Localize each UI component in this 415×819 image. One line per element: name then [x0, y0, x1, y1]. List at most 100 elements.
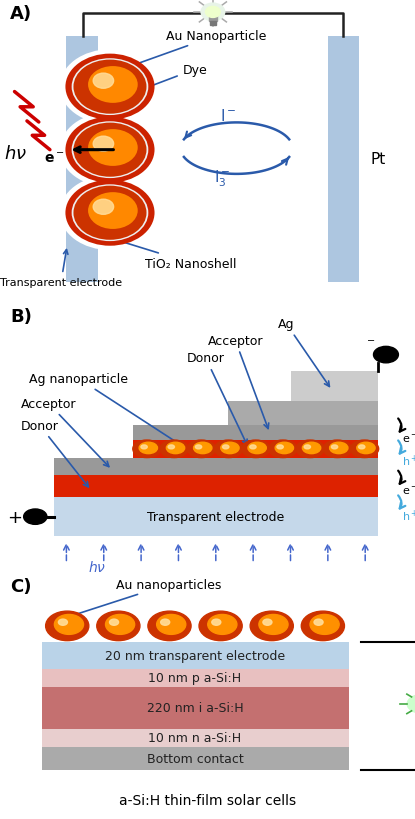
Ellipse shape: [133, 441, 161, 458]
FancyBboxPatch shape: [328, 37, 359, 283]
Circle shape: [61, 51, 159, 124]
Text: a-Si:H thin-film solar cells: a-Si:H thin-film solar cells: [119, 793, 296, 807]
Circle shape: [88, 130, 138, 167]
FancyBboxPatch shape: [133, 425, 378, 441]
FancyBboxPatch shape: [42, 642, 349, 669]
Ellipse shape: [148, 611, 191, 640]
Text: I$_3^-$: I$_3^-$: [214, 169, 230, 189]
Ellipse shape: [250, 611, 293, 640]
Ellipse shape: [141, 446, 147, 450]
Text: $h\nu$: $h\nu$: [4, 145, 27, 162]
Ellipse shape: [248, 443, 266, 454]
Circle shape: [73, 61, 146, 115]
Ellipse shape: [110, 619, 119, 626]
Bar: [209, 16, 217, 22]
Ellipse shape: [215, 441, 243, 458]
Ellipse shape: [46, 611, 89, 640]
Circle shape: [88, 67, 138, 104]
Text: Au Nanoparticle: Au Nanoparticle: [125, 30, 266, 70]
Ellipse shape: [277, 446, 283, 450]
Circle shape: [24, 509, 47, 525]
Text: Dye: Dye: [141, 64, 208, 91]
Circle shape: [205, 7, 220, 19]
Circle shape: [73, 187, 146, 241]
Text: I$^-$: I$^-$: [220, 108, 237, 124]
Ellipse shape: [193, 443, 212, 454]
Text: $\mathbf{e}^-$: $\mathbf{e}^-$: [44, 152, 64, 165]
FancyBboxPatch shape: [42, 687, 349, 729]
Text: Bottom contact: Bottom contact: [146, 752, 244, 765]
Ellipse shape: [350, 441, 378, 458]
Text: C): C): [10, 577, 32, 595]
Ellipse shape: [269, 441, 297, 458]
Circle shape: [93, 137, 114, 152]
Text: h$^+$: h$^+$: [402, 508, 415, 523]
Ellipse shape: [59, 619, 68, 626]
Text: Acceptor: Acceptor: [21, 397, 109, 467]
FancyBboxPatch shape: [42, 729, 349, 747]
Text: Ag: Ag: [278, 318, 330, 387]
Text: e$^-$: e$^-$: [402, 433, 415, 445]
Text: $h\nu$: $h\nu$: [88, 559, 107, 574]
Ellipse shape: [166, 443, 185, 454]
Ellipse shape: [314, 619, 323, 626]
Ellipse shape: [331, 446, 338, 450]
Ellipse shape: [208, 615, 237, 635]
Ellipse shape: [54, 615, 83, 635]
Ellipse shape: [301, 611, 344, 640]
Text: B): B): [10, 307, 32, 325]
Text: Transparent electrode: Transparent electrode: [0, 251, 122, 287]
Text: 10 nm n a-Si:H: 10 nm n a-Si:H: [149, 731, 242, 744]
Circle shape: [66, 55, 154, 120]
Ellipse shape: [263, 619, 272, 626]
Ellipse shape: [199, 611, 242, 640]
FancyBboxPatch shape: [42, 747, 349, 770]
Ellipse shape: [160, 441, 188, 458]
Circle shape: [93, 74, 114, 89]
Ellipse shape: [357, 443, 375, 454]
Ellipse shape: [242, 441, 270, 458]
Ellipse shape: [156, 615, 186, 635]
FancyBboxPatch shape: [42, 669, 349, 687]
Text: Acceptor: Acceptor: [208, 334, 269, 429]
Ellipse shape: [304, 446, 310, 450]
Circle shape: [66, 180, 154, 247]
Text: 220 nm i a-Si:H: 220 nm i a-Si:H: [147, 702, 243, 714]
Text: e$^-$: e$^-$: [402, 486, 415, 496]
Circle shape: [374, 347, 398, 364]
Text: 10 nm p a-Si:H: 10 nm p a-Si:H: [149, 672, 242, 685]
Ellipse shape: [195, 446, 202, 450]
Bar: [210, 21, 216, 25]
Ellipse shape: [168, 446, 174, 450]
Circle shape: [72, 59, 148, 116]
Text: Donor: Donor: [21, 419, 88, 487]
FancyBboxPatch shape: [133, 441, 378, 458]
Text: $^-$: $^-$: [364, 337, 375, 351]
Ellipse shape: [303, 443, 321, 454]
FancyBboxPatch shape: [66, 37, 98, 283]
Text: 20 nm transparent electrode: 20 nm transparent electrode: [105, 649, 285, 663]
Circle shape: [66, 117, 154, 183]
FancyBboxPatch shape: [54, 458, 378, 476]
Circle shape: [61, 177, 159, 250]
Text: Donor: Donor: [187, 352, 247, 445]
Circle shape: [72, 122, 148, 179]
Text: TiO₂ Nanoshell: TiO₂ Nanoshell: [112, 238, 237, 270]
Ellipse shape: [187, 441, 215, 458]
FancyBboxPatch shape: [290, 372, 378, 402]
Circle shape: [93, 200, 114, 215]
Ellipse shape: [310, 615, 339, 635]
Text: Transparent electrode: Transparent electrode: [147, 510, 284, 523]
Circle shape: [73, 124, 146, 178]
Circle shape: [61, 114, 159, 187]
Circle shape: [408, 695, 415, 713]
Ellipse shape: [330, 443, 348, 454]
Ellipse shape: [296, 441, 324, 458]
Ellipse shape: [359, 446, 365, 450]
Ellipse shape: [105, 615, 134, 635]
Text: Pt: Pt: [370, 152, 385, 167]
Text: A): A): [10, 5, 32, 23]
Text: +: +: [7, 509, 22, 527]
FancyBboxPatch shape: [54, 476, 378, 498]
Ellipse shape: [275, 443, 293, 454]
